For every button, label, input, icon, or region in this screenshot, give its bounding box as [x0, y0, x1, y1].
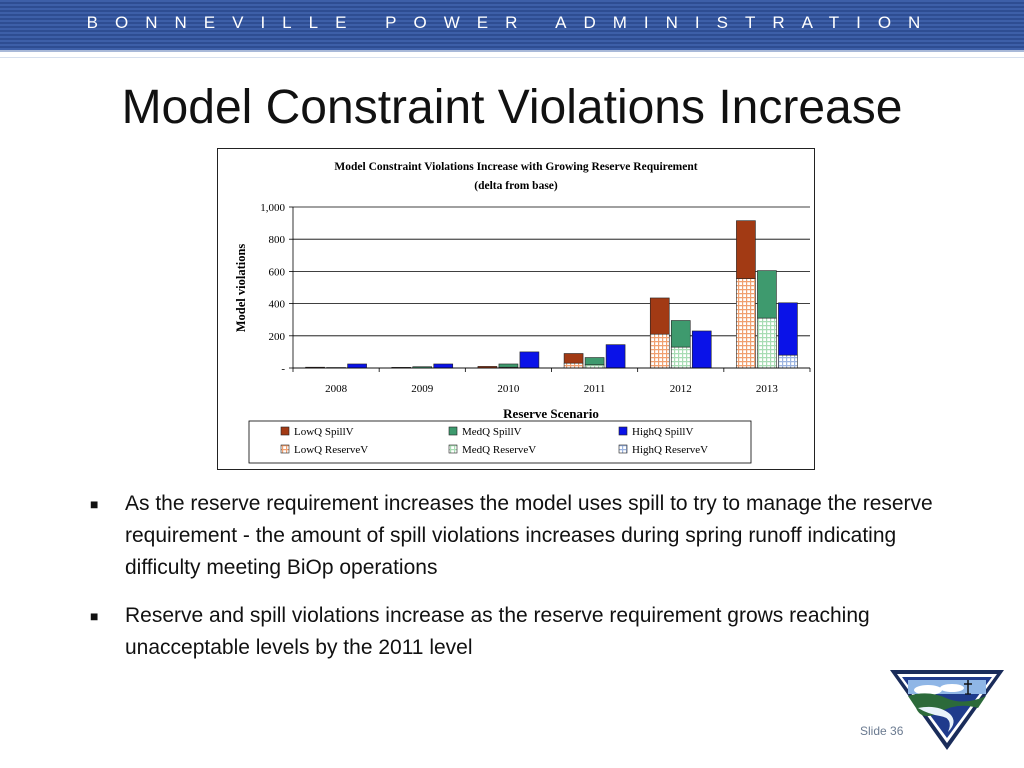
bullet-list: ■ As the reserve requirement increases t…	[90, 488, 950, 680]
bar-highq-spill	[605, 344, 626, 369]
slide-title: Model Constraint Violations Increase	[121, 81, 903, 134]
chart-svg: - 200 400 600 800 1,000 Model violations 2008 20…	[234, 202, 811, 464]
bar-medq-spill	[498, 363, 519, 368]
bullet-item: ■ Reserve and spill violations increase …	[90, 600, 950, 664]
bar-medq-spill	[584, 357, 605, 366]
chart-title: Model Constraint Violations Increase wit…	[334, 161, 698, 173]
bar-highq-spill	[778, 302, 798, 356]
legend-label: MedQ ReserveV	[462, 444, 536, 456]
bar-highq-spill	[519, 351, 540, 369]
org-name: BONNEVILLE POWER ADMINISTRATION	[86, 13, 938, 32]
y-axis-label: Model violations	[234, 244, 248, 333]
bullet-square-icon: ■	[90, 608, 99, 624]
header-divider-thin	[0, 57, 1024, 58]
x-tick-label: 2010	[497, 383, 519, 395]
chart-subtitle: (delta from base)	[474, 180, 558, 192]
legend-swatch	[280, 426, 290, 436]
slide-number: Slide 36	[860, 724, 904, 738]
legend-label: LowQ SpillV	[294, 426, 354, 438]
legend-swatch	[618, 426, 628, 436]
x-tick-label: 2013	[756, 383, 779, 395]
bar-medq-spill	[670, 320, 691, 348]
legend-swatch	[280, 444, 290, 454]
x-tick-label: 2008	[325, 383, 348, 395]
x-tick-label: 2011	[584, 383, 606, 395]
bullet-text: Reserve and spill violations increase as…	[125, 604, 870, 659]
legend-label: HighQ SpillV	[632, 426, 693, 438]
bar-lowq-spill	[563, 353, 584, 364]
bar-medq-reserve	[584, 364, 605, 369]
y-tick-label: 600	[269, 266, 286, 278]
bar-lowq-spill	[736, 220, 756, 279]
x-axis-label: Reserve Scenario	[503, 406, 599, 421]
legend-swatch	[448, 444, 458, 454]
legend-swatch	[448, 426, 458, 436]
bar-lowq-reserve	[649, 333, 670, 369]
x-tick-label: 2009	[411, 383, 434, 395]
bar-medq-reserve	[757, 317, 777, 369]
bpa-logo-icon	[890, 670, 1004, 750]
bar-highq-spill	[347, 363, 367, 369]
y-tick-label: 1,000	[260, 202, 285, 214]
bar-lowq-spill	[649, 297, 670, 335]
bullet-item: ■ As the reserve requirement increases t…	[90, 488, 950, 584]
bar-highq-spill	[433, 363, 454, 369]
legend-swatch	[618, 444, 628, 454]
bullet-square-icon: ■	[90, 496, 99, 512]
bar-lowq-reserve	[736, 278, 756, 369]
bar-lowq-reserve	[563, 362, 584, 369]
y-tick-label: 400	[269, 299, 286, 311]
legend-label: LowQ ReserveV	[294, 444, 368, 456]
chart-frame: Model Constraint Violations Increase wit…	[217, 148, 815, 470]
legend-label: MedQ SpillV	[462, 426, 522, 438]
bar-highq-reserve	[778, 354, 798, 369]
y-tick-label: 200	[269, 331, 286, 343]
legend-label: HighQ ReserveV	[632, 444, 708, 456]
header-band: BONNEVILLE POWER ADMINISTRATION	[0, 0, 1024, 50]
bar-medq-reserve	[670, 346, 691, 369]
x-tick-label: 2012	[670, 383, 692, 395]
y-tick-label: 800	[269, 234, 286, 246]
bar-medq-spill	[757, 270, 777, 319]
header-divider	[0, 50, 1024, 52]
bar-highq-spill	[691, 330, 712, 369]
legend-box	[248, 420, 752, 464]
y-tick-label: -	[281, 363, 285, 375]
bullet-text: As the reserve requirement increases the…	[125, 492, 933, 579]
